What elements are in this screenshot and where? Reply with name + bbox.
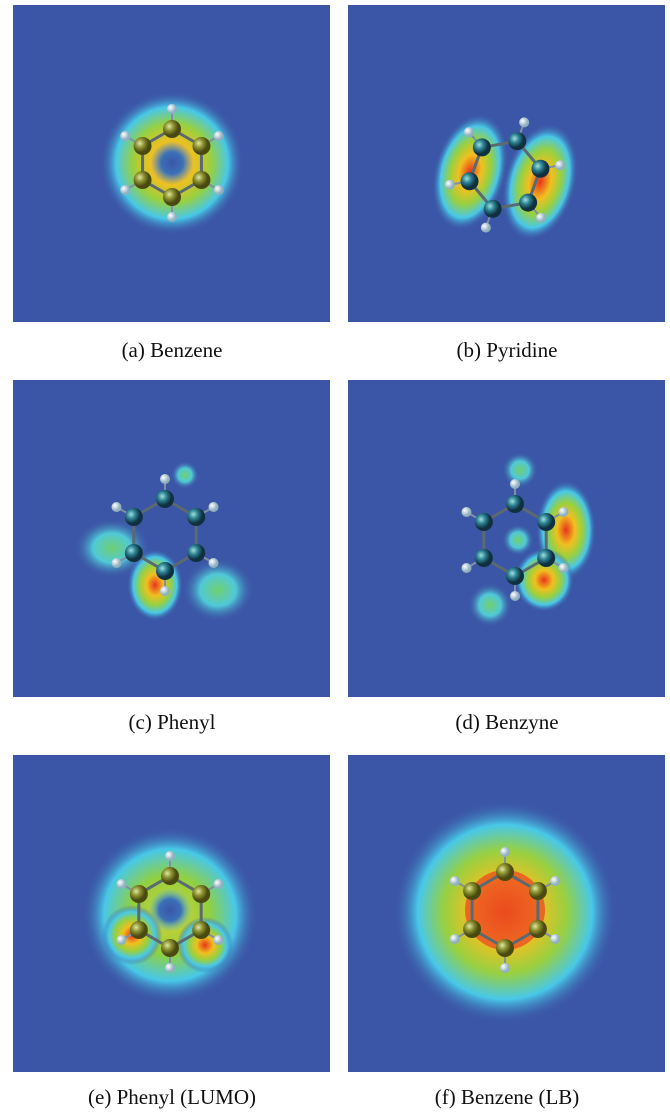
atom [214, 185, 224, 195]
atom [484, 200, 502, 218]
atom [529, 920, 547, 938]
atom [117, 935, 127, 945]
atom [112, 558, 122, 568]
atom [187, 544, 205, 562]
figure: (a) Benzene (b) Pyridine (c) Phenyl (d) … [0, 0, 670, 1114]
panel-d [348, 380, 665, 697]
atom [500, 963, 510, 973]
atom [167, 104, 177, 114]
atom [112, 502, 122, 512]
atom [463, 882, 481, 900]
atom [167, 212, 177, 222]
atom [445, 180, 455, 190]
atom [165, 963, 175, 973]
atom [214, 131, 224, 141]
atom [450, 934, 460, 944]
atom [462, 507, 472, 517]
atom [130, 921, 148, 939]
atom [163, 188, 181, 206]
atom [156, 490, 174, 508]
atom [156, 562, 174, 580]
atom [519, 194, 537, 212]
atom [475, 513, 493, 531]
atom [550, 934, 560, 944]
atom [510, 479, 520, 489]
atom [213, 935, 223, 945]
atom [519, 117, 529, 127]
atom [117, 879, 127, 889]
panel-c [13, 380, 330, 697]
caption: (e) Phenyl (LUMO) [88, 1085, 256, 1109]
atom [537, 513, 555, 531]
atom [161, 867, 179, 885]
atom [165, 851, 175, 861]
atom [450, 876, 460, 886]
atom [558, 507, 568, 517]
atom [461, 172, 479, 190]
atom [555, 160, 565, 170]
caption: (f) Benzene (LB) [435, 1085, 580, 1109]
atom [462, 563, 472, 573]
caption: (d) Benzyne [455, 710, 558, 734]
atom [192, 885, 210, 903]
atom [506, 567, 524, 585]
atom [496, 939, 514, 957]
atom [192, 171, 210, 189]
atom [160, 474, 170, 484]
atom [473, 138, 491, 156]
atom [120, 131, 130, 141]
atom [187, 508, 205, 526]
atom [481, 223, 491, 233]
atom [213, 879, 223, 889]
caption: (a) Benzene [122, 338, 223, 362]
atom [120, 185, 130, 195]
panel-f [348, 755, 665, 1072]
atom [192, 921, 210, 939]
panel-a [13, 5, 330, 322]
atom [160, 586, 170, 596]
atom [125, 508, 143, 526]
atom [536, 213, 546, 223]
atom [500, 847, 510, 857]
atom [464, 127, 474, 137]
atom [531, 160, 549, 178]
atom [529, 882, 547, 900]
atom [550, 876, 560, 886]
panel-e [13, 755, 330, 1072]
atom [463, 920, 481, 938]
atom [496, 863, 514, 881]
atom [510, 591, 520, 601]
panel-b [348, 5, 665, 322]
caption: (c) Phenyl [129, 710, 216, 734]
atom [508, 132, 526, 150]
atom [134, 137, 152, 155]
atom [208, 558, 218, 568]
atom [192, 137, 210, 155]
atom [134, 171, 152, 189]
atom [506, 495, 524, 513]
caption: (b) Pyridine [457, 338, 558, 362]
atom [208, 502, 218, 512]
atom [161, 939, 179, 957]
atom [130, 885, 148, 903]
atom [475, 549, 493, 567]
atom [558, 563, 568, 573]
atom [125, 544, 143, 562]
atom [537, 549, 555, 567]
atom [163, 120, 181, 138]
